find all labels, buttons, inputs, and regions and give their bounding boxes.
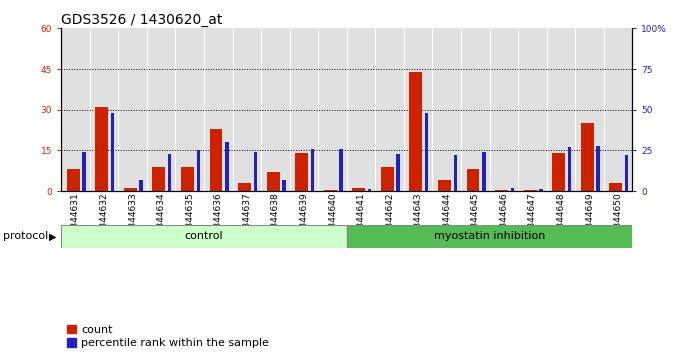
Bar [381,167,394,191]
Bar [609,183,622,191]
Bar [67,170,80,191]
Bar [552,153,565,191]
Bar [438,180,451,191]
Bar [261,28,290,191]
Bar [238,183,251,191]
Bar [267,172,279,191]
Bar [254,152,257,191]
Bar [225,142,228,191]
Bar [396,154,400,191]
Bar [204,28,233,191]
Legend: count, percentile rank within the sample: count, percentile rank within the sample [67,325,269,348]
Text: control: control [185,231,223,241]
Bar [409,72,422,191]
Bar [168,154,171,191]
Bar [139,180,143,191]
Bar [311,149,314,191]
Bar [324,190,337,191]
Bar [175,28,204,191]
Bar [625,155,628,191]
Text: ▶: ▶ [49,232,56,241]
Bar [490,28,518,191]
Bar [511,188,514,191]
Bar [575,28,604,191]
Bar [368,189,371,191]
Bar [290,28,318,191]
Bar [547,28,575,191]
Bar [209,129,222,191]
Text: protocol: protocol [3,232,49,241]
Bar [604,28,632,191]
Bar [282,180,286,191]
Bar [61,225,347,248]
Bar [233,28,261,191]
Bar [524,190,537,191]
Bar [568,147,571,191]
Bar [61,28,90,191]
Bar [596,145,600,191]
Bar [82,152,86,191]
Bar [581,123,594,191]
Bar [118,28,147,191]
Bar [539,189,543,191]
Text: GDS3526 / 1430620_at: GDS3526 / 1430620_at [61,13,222,27]
Bar [318,28,347,191]
Bar [482,152,486,191]
Text: myostatin inhibition: myostatin inhibition [434,231,545,241]
Bar [124,188,137,191]
Bar [147,28,175,191]
Bar [197,150,200,191]
Bar [404,28,432,191]
Bar [461,28,490,191]
Bar [375,28,404,191]
Bar [425,113,428,191]
Bar [518,28,547,191]
Bar [347,28,375,191]
Bar [432,28,461,191]
Bar [339,149,343,191]
Bar [181,167,194,191]
Bar [90,28,118,191]
Bar [295,153,308,191]
Bar [466,170,479,191]
Bar [95,107,108,191]
Bar [111,113,114,191]
Bar [454,155,457,191]
Bar [152,167,165,191]
Bar [347,225,632,248]
Bar [495,190,508,191]
Bar [352,188,365,191]
